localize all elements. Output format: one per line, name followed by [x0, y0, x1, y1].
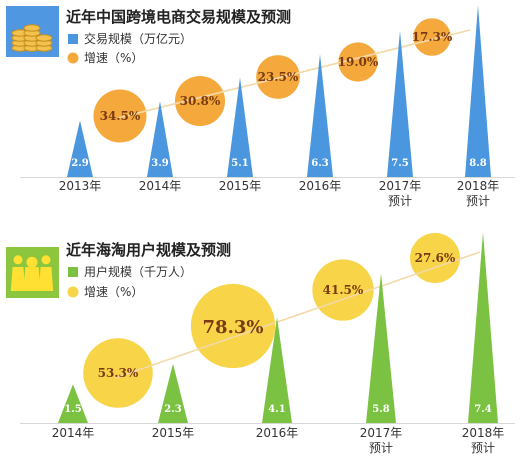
value-label: 7.5 [391, 158, 408, 169]
person-body [23, 267, 41, 291]
value-label: 6.3 [311, 158, 328, 169]
value-label: 2.9 [71, 158, 88, 169]
person-body [38, 267, 54, 291]
growth-label: 27.6% [415, 251, 456, 265]
value-label: 8.8 [469, 158, 486, 169]
growth-bubble [410, 233, 460, 283]
person-body [10, 267, 26, 291]
value-label: 4.1 [268, 404, 285, 415]
value-label: 1.5 [64, 404, 81, 415]
growth-label: 34.5% [100, 109, 141, 123]
growth-bubble [190, 283, 276, 369]
growth-bubble [83, 338, 153, 408]
category-note: 预计 [466, 194, 490, 208]
category-label: 2015年 [219, 179, 262, 193]
person-head [13, 255, 23, 265]
category-label: 2016年 [299, 179, 342, 193]
legend-swatch [67, 286, 79, 298]
scale-spike [468, 232, 498, 423]
scale-spike [307, 54, 333, 177]
scale-spike [67, 120, 93, 177]
growth-label: 78.3% [203, 317, 264, 338]
category-note: 预计 [471, 441, 495, 455]
value-label: 7.4 [474, 404, 491, 415]
legend-label: 增速（%） [84, 51, 143, 65]
chart-title: 近年海淘用户规模及预测 [66, 241, 231, 259]
trend-line [114, 251, 481, 379]
scale-spike [387, 30, 413, 177]
legend-swatch [67, 52, 79, 64]
category-note: 预计 [388, 194, 412, 208]
scale-spike [465, 5, 491, 178]
growth-bubble [413, 18, 451, 56]
legend-swatch [68, 267, 78, 277]
scale-spike [58, 384, 88, 423]
scale-spike [147, 100, 173, 177]
coins-icon [11, 24, 53, 52]
value-label: 5.8 [372, 404, 389, 415]
trend-line [117, 29, 471, 119]
value-label: 3.9 [151, 158, 168, 169]
category-note: 预计 [369, 441, 393, 455]
category-label: 2017年 [360, 426, 403, 440]
legend-swatch [68, 34, 78, 44]
scale-spike [366, 273, 396, 423]
legend-label: 用户规模（千万人） [84, 264, 192, 279]
scale-spike [227, 77, 253, 177]
person-head [41, 255, 51, 265]
category-label: 2018年 [457, 179, 500, 193]
scale-spike [262, 317, 292, 423]
category-label: 2014年 [52, 426, 95, 440]
category-label: 2016年 [256, 426, 299, 440]
value-label: 2.3 [164, 404, 181, 415]
legend-label: 交易规模（万亿元） [84, 31, 192, 46]
growth-bubble [174, 75, 226, 127]
category-label: 2017年 [379, 179, 422, 193]
growth-label: 17.3% [412, 30, 453, 44]
category-label: 2014年 [139, 179, 182, 193]
person-head [26, 256, 38, 268]
growth-label: 19.0% [338, 55, 379, 69]
people-icon [10, 255, 54, 291]
growth-bubble [256, 55, 300, 99]
chart-title: 近年中国跨境电商交易规模及预测 [66, 8, 291, 26]
growth-label: 23.5% [258, 70, 299, 84]
category-label: 2015年 [152, 426, 195, 440]
legend-label: 增速（%） [84, 285, 143, 299]
category-label: 2013年 [59, 179, 102, 193]
growth-bubble [338, 42, 378, 82]
growth-label: 41.5% [323, 283, 364, 297]
value-label: 5.1 [231, 158, 248, 169]
coin-shape [35, 34, 53, 42]
category-label: 2018年 [462, 426, 505, 440]
growth-bubble [93, 89, 147, 143]
coin-shape [23, 24, 41, 32]
growth-label: 53.3% [98, 366, 139, 380]
scale-spike [158, 363, 188, 423]
growth-label: 30.8% [180, 94, 221, 108]
